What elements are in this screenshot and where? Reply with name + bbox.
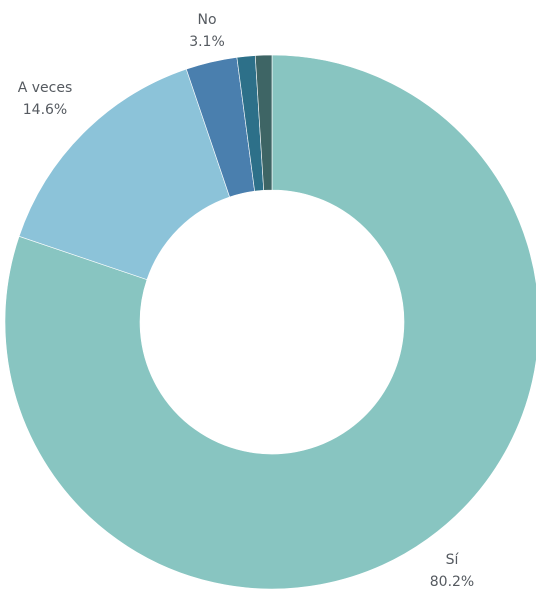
donut-slice bbox=[254, 54, 273, 191]
slice-value-label: 14.6% bbox=[23, 102, 67, 118]
slice-label: A veces bbox=[18, 80, 73, 96]
slice-label: No bbox=[197, 12, 216, 28]
donut-slice bbox=[18, 68, 231, 281]
slice-value-label: 3.1% bbox=[189, 34, 225, 50]
slice-label: Sí bbox=[446, 552, 460, 568]
donut-slice bbox=[4, 54, 536, 590]
slice-value-label: 80.2% bbox=[430, 574, 474, 590]
